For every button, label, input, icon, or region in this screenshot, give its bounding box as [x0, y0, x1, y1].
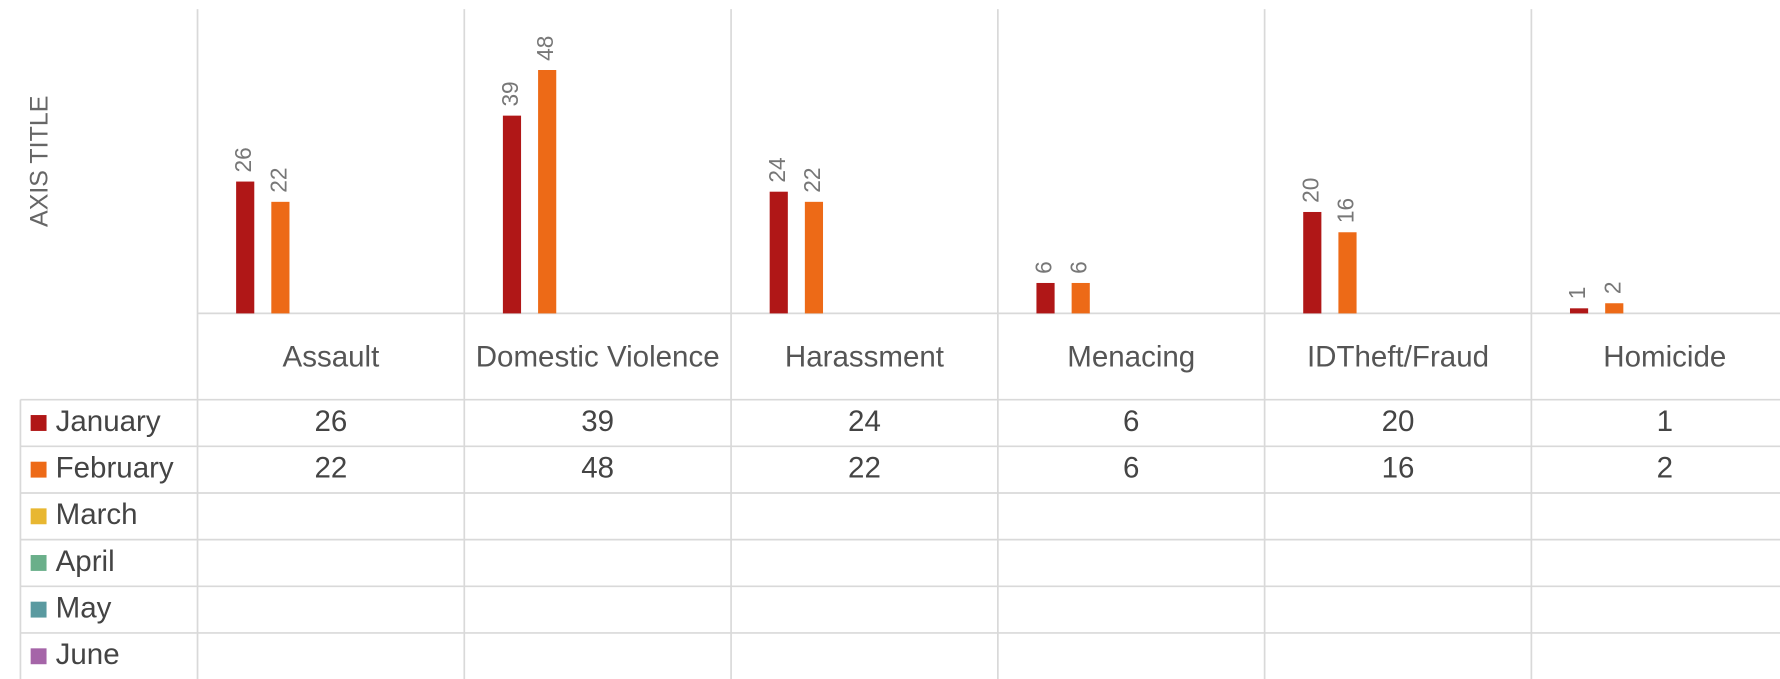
category-cell: Menacing	[1067, 339, 1196, 374]
data-label: 26	[230, 147, 256, 172]
x-tick-label: Harassment	[784, 339, 945, 374]
data-label: 39	[497, 81, 523, 106]
x-tick-label: Domestic Violence	[475, 339, 720, 374]
y-axis-title: AXIS TITLE	[25, 96, 53, 227]
category-cell: Homicide	[1603, 339, 1727, 374]
legend-key	[30, 415, 47, 431]
data-label: 20	[1297, 178, 1323, 203]
bar	[804, 201, 824, 314]
data-label: 16	[1332, 198, 1358, 223]
legend-key	[30, 555, 47, 571]
table-value: 2	[1657, 451, 1673, 484]
data-label: 2	[1599, 282, 1625, 295]
table-value: 22	[314, 451, 347, 484]
bar	[1303, 211, 1322, 314]
bar	[236, 181, 255, 314]
legend-key	[30, 461, 47, 478]
data-label: 1	[1564, 287, 1590, 300]
bar	[1036, 282, 1055, 314]
table-value: 20	[1382, 405, 1415, 438]
bar	[769, 191, 788, 314]
x-tick-label: Homicide	[1603, 339, 1727, 374]
legend-label: June	[56, 638, 120, 671]
legend-label: March	[56, 498, 138, 531]
data-label: 48	[532, 36, 558, 61]
table-value: 39	[581, 405, 614, 438]
table-value: 48	[581, 451, 614, 484]
data-label: 24	[764, 157, 790, 182]
data-label: 22	[265, 168, 291, 193]
data-label: 22	[799, 168, 825, 193]
category-cell: Domestic Violence	[475, 339, 720, 374]
table-value: 26	[314, 405, 347, 438]
legend-label: January	[56, 405, 161, 438]
legend-label: February	[56, 451, 174, 484]
legend-key	[30, 648, 47, 665]
bar	[1338, 232, 1357, 314]
category-cell: Assault	[282, 339, 380, 374]
bar	[502, 115, 522, 314]
category-cell: IDTheft/Fraud	[1306, 339, 1490, 374]
bar	[1071, 282, 1090, 314]
x-tick-label: IDTheft/Fraud	[1306, 339, 1490, 374]
legend-label: May	[56, 591, 112, 624]
bar	[1569, 308, 1589, 314]
data-label: 6	[1066, 261, 1092, 274]
table-value: 22	[848, 451, 881, 484]
bar	[538, 70, 557, 314]
data-label: 6	[1031, 261, 1057, 274]
category-cell: Harassment	[784, 339, 945, 374]
table-value: 6	[1123, 405, 1139, 438]
table-value: 1	[1657, 405, 1673, 438]
table-value: 24	[848, 405, 881, 438]
bar	[271, 201, 290, 314]
bar	[1605, 303, 1624, 314]
x-tick-label: Assault	[282, 339, 380, 374]
legend-key	[30, 601, 47, 618]
legend-key	[30, 508, 47, 525]
table-value: 16	[1382, 451, 1415, 484]
x-tick-label: Menacing	[1067, 339, 1196, 374]
table-value: 6	[1123, 451, 1139, 484]
legend-label: April	[56, 545, 115, 578]
